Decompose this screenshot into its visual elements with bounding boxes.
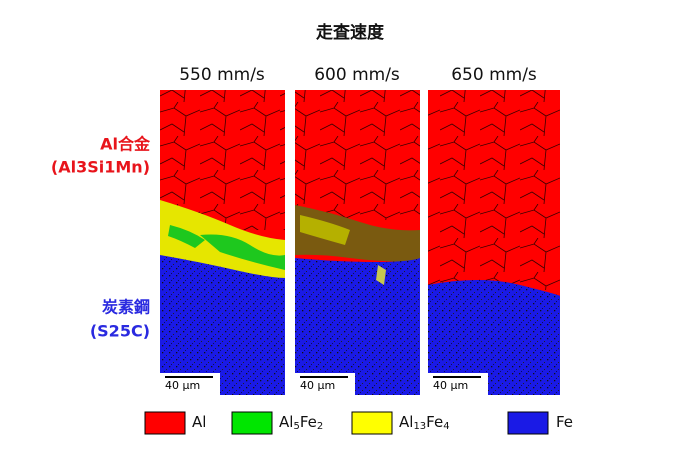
column-header: 650 mm/s — [451, 65, 537, 85]
scale-bar: 40 μm — [160, 373, 220, 395]
scale-bar-label: 40 μm — [300, 379, 335, 392]
legend-swatch — [144, 411, 186, 435]
legend: Al Al5Fe2 Al13Fe4 Fe — [144, 411, 573, 435]
title: 走査速度 — [316, 22, 385, 43]
row-label: Al合金 — [100, 135, 151, 154]
scale-bar-label: 40 μm — [165, 379, 200, 392]
scale-bar: 40 μm — [295, 373, 355, 395]
row-detail: (S25C) — [90, 322, 150, 341]
legend-label: Fe — [556, 413, 573, 431]
legend-swatch — [231, 411, 273, 435]
legend-label: Al — [192, 413, 206, 431]
phase-map — [428, 90, 560, 395]
row-detail: (Al3Si1Mn) — [51, 158, 150, 177]
scale-bar: 40 μm — [428, 373, 488, 395]
row-label: 炭素鋼 — [102, 298, 150, 317]
phase-map — [160, 90, 285, 395]
legend-label: Al5Fe2 — [279, 413, 323, 433]
phase-map — [295, 90, 420, 395]
scale-bar-label: 40 μm — [433, 379, 468, 392]
legend-swatch — [507, 411, 549, 435]
legend-swatch — [351, 411, 393, 435]
column-header: 550 mm/s — [179, 65, 265, 85]
column-header: 600 mm/s — [314, 65, 400, 85]
legend-label: Al13Fe4 — [399, 413, 450, 433]
